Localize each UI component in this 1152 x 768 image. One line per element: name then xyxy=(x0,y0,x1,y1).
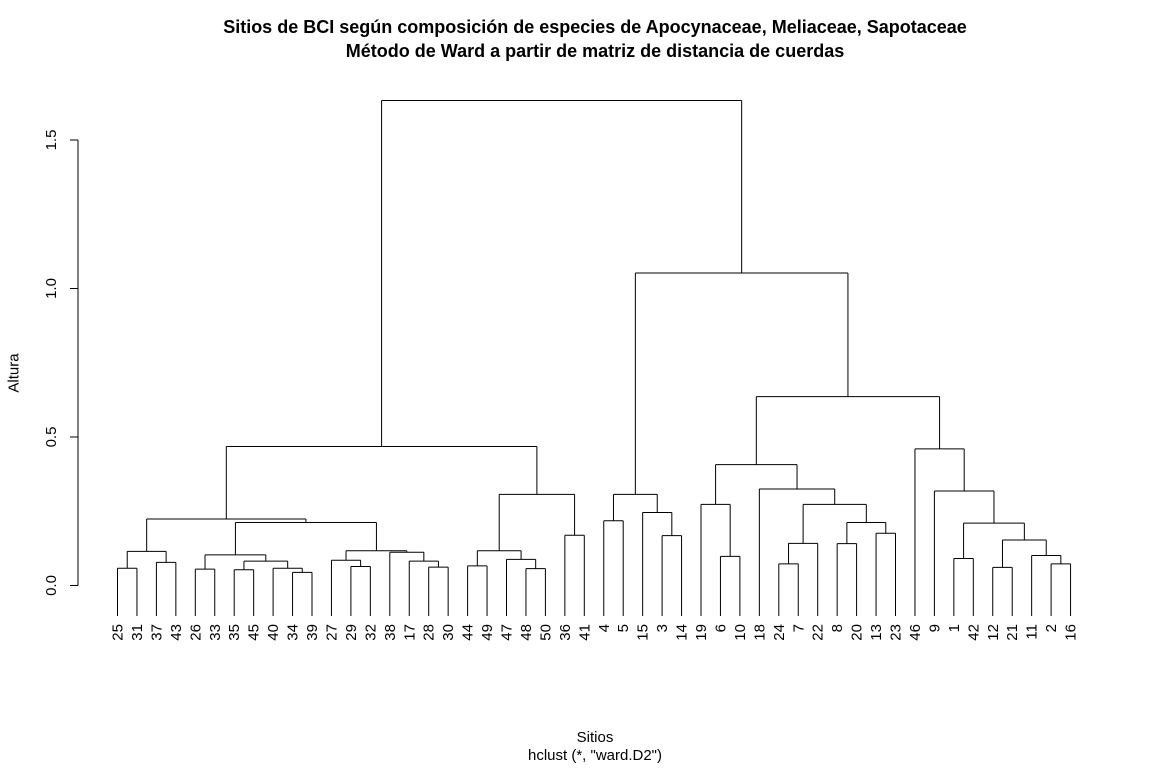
leaf-label: 3 xyxy=(654,624,671,632)
leaf-label: 27 xyxy=(323,624,340,641)
leaf-label: 37 xyxy=(148,624,165,641)
leaf-label: 1 xyxy=(946,624,963,632)
method-sublabel: hclust (*, "ward.D2") xyxy=(527,747,663,764)
y-tick-label: 0.0 xyxy=(43,575,60,596)
leaf-label: 6 xyxy=(712,624,729,632)
leaf-label: 30 xyxy=(440,624,457,641)
leaf-label: 13 xyxy=(868,624,885,641)
leaf-label: 20 xyxy=(849,624,866,641)
leaf-label: 29 xyxy=(343,624,360,641)
leaf-label: 14 xyxy=(674,624,691,641)
leaf-label: 10 xyxy=(732,624,749,641)
leaf-label: 26 xyxy=(187,624,204,641)
leaf-label: 5 xyxy=(615,624,632,632)
leaf-label: 15 xyxy=(635,624,652,641)
leaf-label: 4 xyxy=(596,624,613,632)
leaf-label: 42 xyxy=(965,624,982,641)
leaf-label: 12 xyxy=(985,624,1002,641)
leaf-label: 36 xyxy=(557,624,574,641)
leaf-label: 48 xyxy=(518,624,535,641)
y-tick-label: 1.0 xyxy=(43,278,60,299)
y-tick-label: 1.5 xyxy=(43,130,60,151)
leaf-label: 33 xyxy=(207,624,224,641)
y-tick-label: 0.5 xyxy=(43,427,60,448)
chart-title: Sitios de BCI según composición de espec… xyxy=(223,17,967,37)
leaf-label: 18 xyxy=(751,624,768,641)
leaf-label: 41 xyxy=(576,624,593,641)
leaf-label: 7 xyxy=(790,624,807,632)
leaf-label: 35 xyxy=(226,624,243,641)
leaf-label: 25 xyxy=(110,624,127,641)
leaf-label: 28 xyxy=(421,624,438,641)
x-axis-label: Sitios xyxy=(576,729,614,746)
leaf-label: 49 xyxy=(479,624,496,641)
leaf-label: 32 xyxy=(362,624,379,641)
chart-subtitle: Método de Ward a partir de matriz de dis… xyxy=(345,41,845,61)
leaf-label: 16 xyxy=(1063,624,1080,641)
leaf-label: 44 xyxy=(460,624,477,641)
leaf-label: 17 xyxy=(401,624,418,641)
leaf-label: 46 xyxy=(907,624,924,641)
leaf-label: 21 xyxy=(1004,624,1021,641)
leaf-label: 8 xyxy=(829,624,846,632)
leaf-label: 9 xyxy=(926,624,943,632)
leaf-label: 22 xyxy=(810,624,827,641)
leaf-label: 2 xyxy=(1043,624,1060,632)
leaf-label: 45 xyxy=(246,624,263,641)
leaf-label: 34 xyxy=(285,624,302,641)
leaf-label: 24 xyxy=(771,624,788,641)
leaf-label: 50 xyxy=(537,624,554,641)
leaf-label: 39 xyxy=(304,624,321,641)
leaf-label: 19 xyxy=(693,624,710,641)
leaf-label: 43 xyxy=(168,624,185,641)
leaf-label: 38 xyxy=(382,624,399,641)
leaf-label: 40 xyxy=(265,624,282,641)
leaf-label: 23 xyxy=(888,624,905,641)
leaf-label: 31 xyxy=(129,624,146,641)
leaf-label: 47 xyxy=(499,624,516,641)
leaf-label: 11 xyxy=(1024,624,1041,640)
